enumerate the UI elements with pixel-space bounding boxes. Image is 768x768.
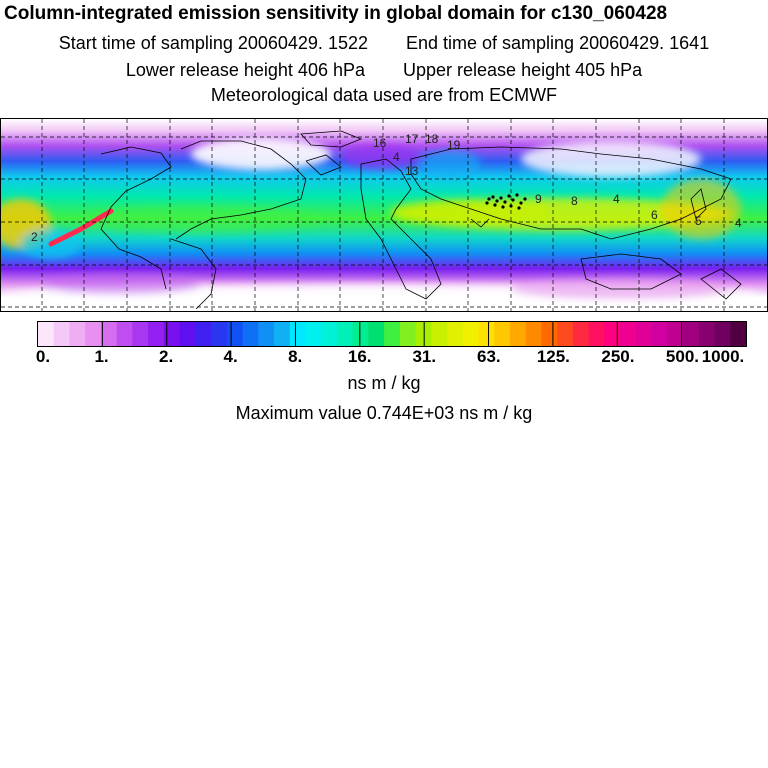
colorbar-swatch (651, 322, 668, 346)
colorbar-swatch (494, 322, 511, 346)
colorbar-swatch (447, 322, 464, 346)
colorbar-swatch (730, 322, 746, 346)
colorbar-swatches (38, 322, 746, 346)
colorbar-tick-label: 8. (288, 347, 303, 366)
colorbar-swatch (69, 322, 86, 346)
colorbar-swatch (478, 322, 495, 346)
colorbar-swatch (525, 322, 543, 346)
colorbar-swatch (667, 322, 684, 346)
colorbar-swatch (258, 322, 275, 346)
contour-label: 4 (613, 192, 620, 206)
colorbar-swatch (85, 322, 102, 346)
colorbar-swatch (462, 322, 480, 346)
contour-label: 6 (651, 208, 658, 222)
plume-trajectory (48, 208, 114, 247)
colorbar-swatch (274, 322, 291, 346)
receptor-points (485, 193, 527, 210)
colorbar-swatch (352, 322, 369, 346)
colorbar-swatch (53, 322, 71, 346)
contour-label: 18 (425, 132, 439, 146)
colorbar-tick-label: 4. (223, 347, 238, 366)
contour-label: 4 (393, 150, 400, 164)
sampling-time-line: Start time of sampling 20060429. 1522 End… (0, 33, 768, 54)
colorbar-swatch (604, 322, 621, 346)
colorbar-swatch (431, 322, 448, 346)
colorbar-swatch (698, 322, 716, 346)
colorbar-swatch (179, 322, 196, 346)
contour-label: 8 (571, 194, 578, 208)
colorbar-swatch (211, 322, 228, 346)
contour-label: 9 (535, 192, 542, 206)
colorbar-swatch (541, 322, 558, 346)
met-data-label: Meteorological data used are from ECMWF (210, 85, 558, 105)
colorbar-tick-label: 125. (536, 347, 570, 366)
colorbar-swatch (163, 322, 181, 346)
colorbar-swatch (321, 322, 338, 346)
colorbar-tick-label: 31. (412, 347, 437, 366)
contour-label: 16 (373, 136, 387, 150)
colorbar-tick-label: 500. (665, 347, 699, 366)
colorbar-swatch (195, 322, 212, 346)
colorbar-swatch (557, 322, 574, 346)
upper-release-label: Upper release height 405 hPa (403, 60, 643, 80)
colorbar (37, 321, 747, 347)
contour-label: 4 (735, 216, 742, 230)
colorbar-swatch (289, 322, 307, 346)
contour-label: 17 (405, 132, 419, 146)
end-time-label: End time of sampling 20060429. 1641 (405, 33, 710, 53)
contour-labels: 2 16 17 18 19 4 13 9 8 4 6 5 4 (31, 132, 742, 244)
colorbar-swatch (399, 322, 417, 346)
colorbar-tick-label: 63. (476, 347, 501, 366)
max-value-label: Maximum value 0.744E+03 ns m / kg (235, 403, 533, 423)
contour-label: 13 (405, 164, 419, 178)
colorbar-swatch (116, 322, 133, 346)
colorbar-swatch (38, 322, 55, 346)
contour-label: 19 (447, 138, 461, 152)
start-time-label: Start time of sampling 20060429. 1522 (58, 33, 368, 53)
colorbar-tick-label: 1. (94, 347, 109, 366)
colorbar-swatch (100, 322, 118, 346)
colorbar-tick-label: 16. (347, 347, 372, 366)
colorbar-swatch (588, 322, 605, 346)
colorbar-swatch (683, 322, 700, 346)
release-height-line: Lower release height 406 hPa Upper releas… (0, 60, 768, 81)
colorbar-swatch (510, 322, 527, 346)
units-label: ns m / kg (347, 373, 421, 393)
colorbar-tick-label: 250. (601, 347, 635, 366)
colorbar-swatch (714, 322, 731, 346)
colorbar-swatch (226, 322, 244, 346)
contour-label: 2 (31, 230, 38, 244)
colorbar-swatch (242, 322, 259, 346)
lower-release-label: Lower release height 406 hPa (125, 60, 365, 80)
colorbar-swatch (336, 322, 354, 346)
map-canvas: 2 16 17 18 19 4 13 9 8 4 6 5 4 (1, 119, 767, 311)
colorbar-tick-label: 1000. (701, 347, 745, 366)
colorbar-swatch (635, 322, 653, 346)
colorbar-tick-label: 2. (158, 347, 174, 366)
sensitivity-map: 2 16 17 18 19 4 13 9 8 4 6 5 4 (0, 118, 768, 312)
colorbar-swatch (384, 322, 401, 346)
colorbar-swatch (305, 322, 322, 346)
colorbar-swatch (368, 322, 385, 346)
colorbar-swatch (572, 322, 590, 346)
colorbar-swatch (620, 322, 637, 346)
figure-title: Column-integrated emission sensitivity i… (4, 3, 668, 24)
colorbar-swatch (148, 322, 165, 346)
colorbar-tick-label: 0. (35, 347, 51, 366)
grid-lines (1, 119, 767, 311)
colorbar-swatch (132, 322, 149, 346)
contour-label: 5 (695, 214, 702, 228)
